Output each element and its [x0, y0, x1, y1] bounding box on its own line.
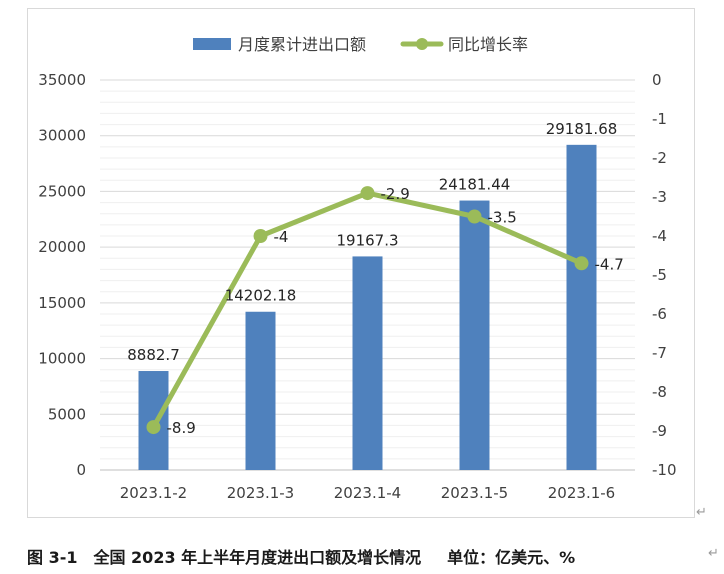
left-tick-label: 15000: [38, 294, 86, 312]
left-tick-label: 35000: [38, 71, 86, 89]
category-label: 2023.1-4: [334, 484, 401, 502]
right-tick-label: -6: [652, 305, 667, 323]
bar-data-label: 29181.68: [546, 120, 618, 138]
legend: 月度累计进出口额 同比增长率: [193, 35, 528, 54]
category-label: 2023.1-6: [548, 484, 615, 502]
left-tick-label: 0: [76, 461, 86, 479]
bar: [459, 200, 490, 470]
right-tick-label: -3: [652, 188, 667, 206]
growth-data-label: -3.5: [488, 209, 517, 227]
category-axis: 2023.1-2 2023.1-3 2023.1-4 2023.1-5 2023.1-6: [120, 484, 615, 502]
right-tick-label: -4: [652, 227, 667, 245]
growth-point: [146, 420, 161, 435]
growth-point: [574, 256, 589, 271]
paragraph-mark: ↵: [696, 505, 707, 520]
bar-data-label: 8882.7: [127, 346, 180, 364]
right-tick-label: -2: [652, 149, 667, 167]
legend-bar-label: 月度累计进出口额: [238, 35, 366, 54]
figure-caption: 图 3-1 全国 2023 年上半年月度进出口额及增长情况 单位：亿美元、%: [27, 544, 575, 568]
caption-title: 图 3-1 全国 2023 年上半年月度进出口额及增长情况: [27, 548, 422, 567]
growth-data-label: -4: [274, 228, 289, 246]
category-label: 2023.1-2: [120, 484, 187, 502]
legend-line-label: 同比增长率: [448, 35, 528, 54]
growth-point: [253, 229, 268, 243]
left-tick-label: 30000: [38, 127, 86, 145]
legend-bar-swatch: [193, 38, 231, 50]
growth-data-label: -8.9: [167, 419, 196, 437]
right-axis: 0 -1 -2 -3 -4 -5 -6 -7 -8 -9 -10: [652, 71, 677, 479]
right-tick-label: 0: [652, 71, 662, 89]
growth-data-label: -2.9: [381, 185, 410, 203]
left-tick-label: 10000: [38, 350, 86, 368]
data-labels: 8882.7 14202.18 19167.3 24181.44 29181.68 -8.…: [127, 120, 624, 437]
category-label: 2023.1-5: [441, 484, 508, 502]
category-label: 2023.1-3: [227, 484, 294, 502]
bar-data-label: 24181.44: [439, 176, 511, 194]
right-tick-label: -10: [652, 461, 677, 479]
bars: [138, 144, 597, 470]
bar: [245, 311, 276, 470]
growth-data-label: -4.7: [595, 255, 624, 273]
right-tick-label: -9: [652, 422, 667, 440]
growth-point: [360, 186, 375, 201]
legend-line-marker: [416, 38, 428, 50]
right-tick-label: -8: [652, 383, 667, 401]
right-tick-label: -5: [652, 266, 667, 284]
bar-data-label: 19167.3: [336, 231, 398, 249]
right-tick-label: -1: [652, 110, 667, 128]
left-axis: 35000 30000 25000 20000 15000 10000 5000 0: [38, 71, 86, 479]
bar: [566, 144, 597, 470]
bar-data-label: 14202.18: [225, 287, 297, 305]
caption-units: 单位：亿美元、%: [447, 548, 576, 567]
growth-point: [467, 209, 482, 224]
bar: [352, 256, 383, 470]
left-tick-label: 20000: [38, 238, 86, 256]
growth-line: [146, 186, 589, 435]
paragraph-mark: ↵: [708, 546, 719, 561]
right-tick-label: -7: [652, 344, 667, 362]
left-tick-label: 5000: [48, 405, 86, 423]
left-tick-label: 25000: [38, 182, 86, 200]
